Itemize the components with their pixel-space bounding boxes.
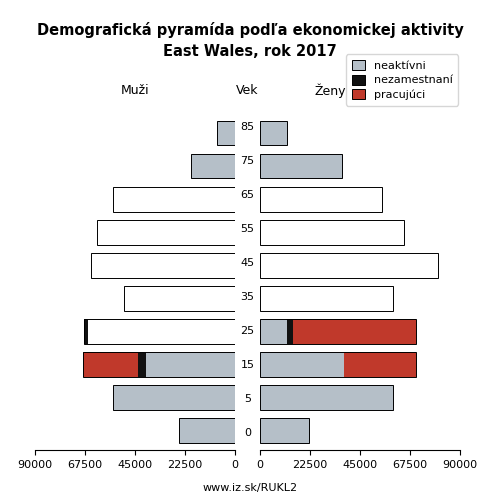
Bar (217, 120, 235, 146)
Text: 45: 45 (240, 258, 254, 268)
Text: Ženy: Ženy (314, 83, 346, 98)
Text: 15: 15 (240, 360, 254, 370)
Bar (146, 352, 235, 376)
Text: 85: 85 (240, 122, 254, 132)
Legend: neaktívni, nezamestnaní, pracujúci: neaktívni, nezamestnaní, pracujúci (346, 54, 459, 106)
Text: 0: 0 (244, 428, 251, 438)
Bar (83, 352, 138, 376)
Bar (138, 352, 146, 376)
Bar (180, 418, 235, 442)
Bar (88, 319, 235, 344)
Text: Demografická pyramída podľa ekonomickej aktivity: Demografická pyramída podľa ekonomickej … (36, 22, 464, 38)
Bar (260, 286, 394, 310)
Bar (260, 319, 286, 344)
Bar (286, 319, 294, 344)
Bar (260, 154, 342, 178)
Text: 75: 75 (240, 156, 254, 166)
Bar (260, 352, 344, 376)
Bar (260, 120, 286, 146)
Bar (260, 186, 382, 212)
Text: 5: 5 (244, 394, 251, 404)
Bar (84, 319, 235, 344)
Text: Muži: Muži (120, 84, 150, 98)
Bar (113, 186, 235, 212)
Bar (84, 319, 88, 344)
Bar (90, 253, 235, 278)
Text: 65: 65 (240, 190, 254, 200)
Text: East Wales, rok 2017: East Wales, rok 2017 (163, 44, 337, 59)
Bar (294, 319, 416, 344)
Bar (124, 286, 235, 310)
Text: www.iz.sk/RUKL2: www.iz.sk/RUKL2 (202, 482, 298, 492)
Text: 55: 55 (240, 224, 254, 234)
Text: 35: 35 (240, 292, 254, 302)
Text: Vek: Vek (236, 84, 259, 98)
Bar (344, 352, 416, 376)
Text: 25: 25 (240, 326, 254, 336)
Bar (83, 352, 235, 376)
Bar (260, 253, 438, 278)
Bar (260, 352, 416, 376)
Bar (113, 385, 235, 409)
Bar (260, 319, 416, 344)
Bar (190, 154, 235, 178)
Bar (260, 385, 394, 409)
Bar (260, 418, 309, 442)
Bar (260, 220, 404, 244)
Bar (97, 220, 235, 244)
